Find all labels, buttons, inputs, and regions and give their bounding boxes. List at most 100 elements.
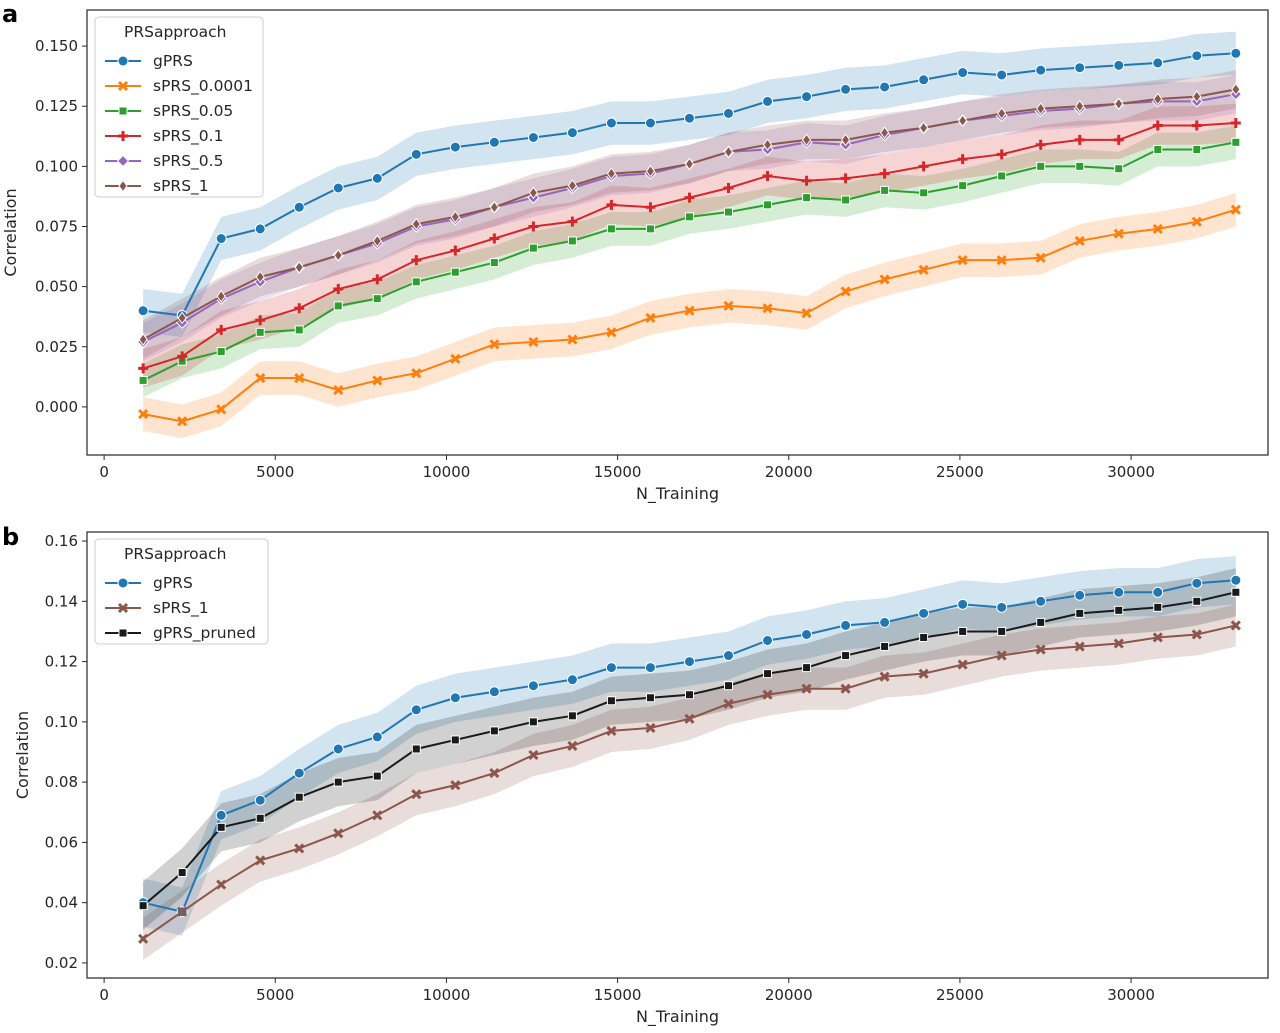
a-point-sPRS_0.1-13	[645, 202, 656, 213]
b-legend-marker-sPRS_1	[117, 602, 129, 614]
a-point-sPRS_0.1-10	[528, 221, 539, 232]
a-legend-marker-sPRS_0.5	[116, 154, 130, 168]
b-point-sPRS_1-0	[138, 933, 149, 944]
a-frame	[86, 9, 1269, 456]
b-point-sPRS_1-16	[762, 689, 773, 700]
b-point-gPRS_pruned-6	[372, 771, 382, 781]
a-point-sPRS_0.0001-6	[372, 375, 383, 386]
a-legend-label-sPRS_0.1: sPRS_0.1	[153, 127, 223, 146]
a-point-sPRS_0.0001-26	[1152, 223, 1163, 234]
a-point-sPRS_0.1-21	[957, 154, 968, 165]
a-legend-label-sPRS_0.0001: sPRS_0.0001	[153, 77, 253, 96]
a-point-sPRS_0.1-24	[1074, 134, 1085, 145]
a-legend-label-sPRS_1: sPRS_1	[153, 177, 209, 196]
a-legend-label-sPRS_0.5: sPRS_0.5	[153, 152, 223, 171]
a-point-sPRS_1-15	[723, 145, 734, 159]
a-point-sPRS_0.05-25	[1114, 164, 1124, 174]
a-point-sPRS_0.0001-10	[528, 336, 539, 348]
a-point-gPRS-7	[410, 148, 422, 160]
b-ytick-label-3: 0.08	[45, 773, 78, 791]
b-ytick-label-6: 0.14	[45, 592, 78, 610]
a-band-sPRS_0.05	[143, 125, 1236, 398]
b-point-sPRS_1-26	[1152, 632, 1163, 643]
a-ytick-label-1: 0.025	[35, 338, 78, 356]
a-point-sPRS_1-4	[294, 261, 304, 274]
b-point-gPRS-22	[996, 601, 1008, 613]
b-point-gPRS_pruned-9	[489, 726, 499, 736]
a-point-sPRS_0.0001-8	[450, 353, 461, 364]
a-legend: gPRS sPRS_0.0001 sPRS_0.05 sPRS_0.1 sPRS_0.5…	[94, 16, 264, 198]
a-point-sPRS_0.05-21	[958, 181, 968, 191]
a-point-sPRS_0.0001-15	[723, 300, 734, 311]
a-point-sPRS_0.1-20	[918, 161, 929, 172]
a-point-sPRS_0.0001-23	[1035, 252, 1046, 263]
b-point-sPRS_1-7	[411, 789, 422, 800]
a-point-sPRS_0.1-22	[996, 149, 1007, 160]
panel-a-label: a	[2, 0, 18, 28]
b-point-gPRS-16	[762, 634, 774, 646]
b-point-sPRS_1-27	[1191, 629, 1202, 640]
a-point-gPRS-8	[449, 141, 461, 153]
b-point-gPRS_pruned-16	[763, 669, 773, 679]
b-point-gPRS-12	[605, 662, 617, 674]
a-point-gPRS-9	[488, 136, 500, 148]
b-point-sPRS_1-12	[606, 725, 617, 736]
a-point-sPRS_0.05-0	[138, 375, 148, 385]
b-band-gPRS	[143, 556, 1236, 936]
a-point-sPRS_0.05-16	[763, 200, 773, 210]
panel-a-plot-area: 0 5000 10000 15000 20000 25000 30000 0.000 0.025…	[35, 9, 1269, 481]
b-point-gPRS_pruned-22	[997, 626, 1007, 636]
b-ytick-label-1: 0.04	[45, 894, 78, 912]
b-legend-marker-gPRS	[117, 577, 129, 589]
a-point-sPRS_0.0001-12	[606, 327, 617, 338]
b-point-gPRS_pruned-13	[645, 693, 655, 703]
a-point-sPRS_1-11	[567, 179, 578, 192]
b-point-gPRS_pruned-18	[841, 651, 851, 661]
panel-a: a 0 5000 10000 15000 20000 25000 30000 0.000 0.0…	[1, 0, 1269, 504]
b-point-sPRS_1-28	[1230, 620, 1241, 631]
b-point-gPRS-11	[566, 674, 578, 686]
a-point-gPRS-28	[1230, 47, 1242, 59]
b-point-gPRS-2	[215, 809, 227, 821]
a-xtick-label-1: 5000	[256, 463, 294, 481]
b-point-gPRS_pruned-1	[177, 868, 187, 878]
a-point-sPRS_0.05-6	[372, 294, 382, 304]
b-point-gPRS_pruned-12	[606, 696, 616, 706]
b-point-sPRS_1-19	[879, 671, 890, 682]
b-xtick-label-2: 10000	[423, 986, 471, 1004]
a-ytick-label-0: 0.000	[35, 398, 78, 416]
b-point-gPRS-14	[683, 656, 695, 668]
a-point-sPRS_0.1-3	[255, 315, 266, 326]
a-point-sPRS_1-17	[801, 133, 812, 147]
a-point-sPRS_0.05-28	[1231, 137, 1241, 147]
a-point-gPRS-11	[566, 127, 578, 139]
b-point-gPRS_pruned-2	[216, 822, 226, 832]
b-point-sPRS_1-13	[645, 722, 656, 733]
b-point-gPRS_pruned-25	[1114, 605, 1124, 615]
b-point-gPRS_pruned-27	[1192, 596, 1202, 606]
a-point-sPRS_1-18	[840, 133, 851, 147]
b-point-sPRS_1-10	[528, 749, 539, 761]
b-legend-label-gPRS: gPRS	[153, 574, 193, 592]
a-point-sPRS_1-0	[138, 333, 148, 346]
a-point-sPRS_1-8	[450, 210, 460, 224]
a-point-sPRS_1-20	[919, 121, 929, 135]
a-point-sPRS_0.1-18	[840, 173, 851, 184]
a-band-sPRS_0.1	[143, 103, 1236, 388]
a-point-gPRS-27	[1191, 50, 1203, 62]
a-point-gPRS-16	[762, 95, 774, 107]
b-point-sPRS_1-11	[567, 740, 578, 752]
a-point-sPRS_0.05-10	[528, 243, 538, 253]
b-point-gPRS_pruned-3	[255, 813, 265, 823]
b-point-sPRS_1-1	[177, 906, 188, 917]
b-point-sPRS_1-15	[723, 698, 734, 709]
a-point-sPRS_1-24	[1075, 99, 1085, 113]
panel-b: b 0 5000 10000 15000 20000 25000 30000 0.02 0.04…	[2, 523, 1269, 1027]
a-point-sPRS_0.05-12	[606, 224, 616, 234]
a-point-sPRS_0.1-19	[879, 168, 890, 179]
a-band-sPRS_0.0001	[143, 192, 1236, 439]
b-ytick-label-0: 0.02	[45, 954, 78, 972]
b-point-gPRS_pruned-0	[138, 901, 148, 911]
panel-b-x-axis-label: N_Training	[636, 1007, 719, 1027]
b-point-sPRS_1-24	[1074, 641, 1085, 652]
